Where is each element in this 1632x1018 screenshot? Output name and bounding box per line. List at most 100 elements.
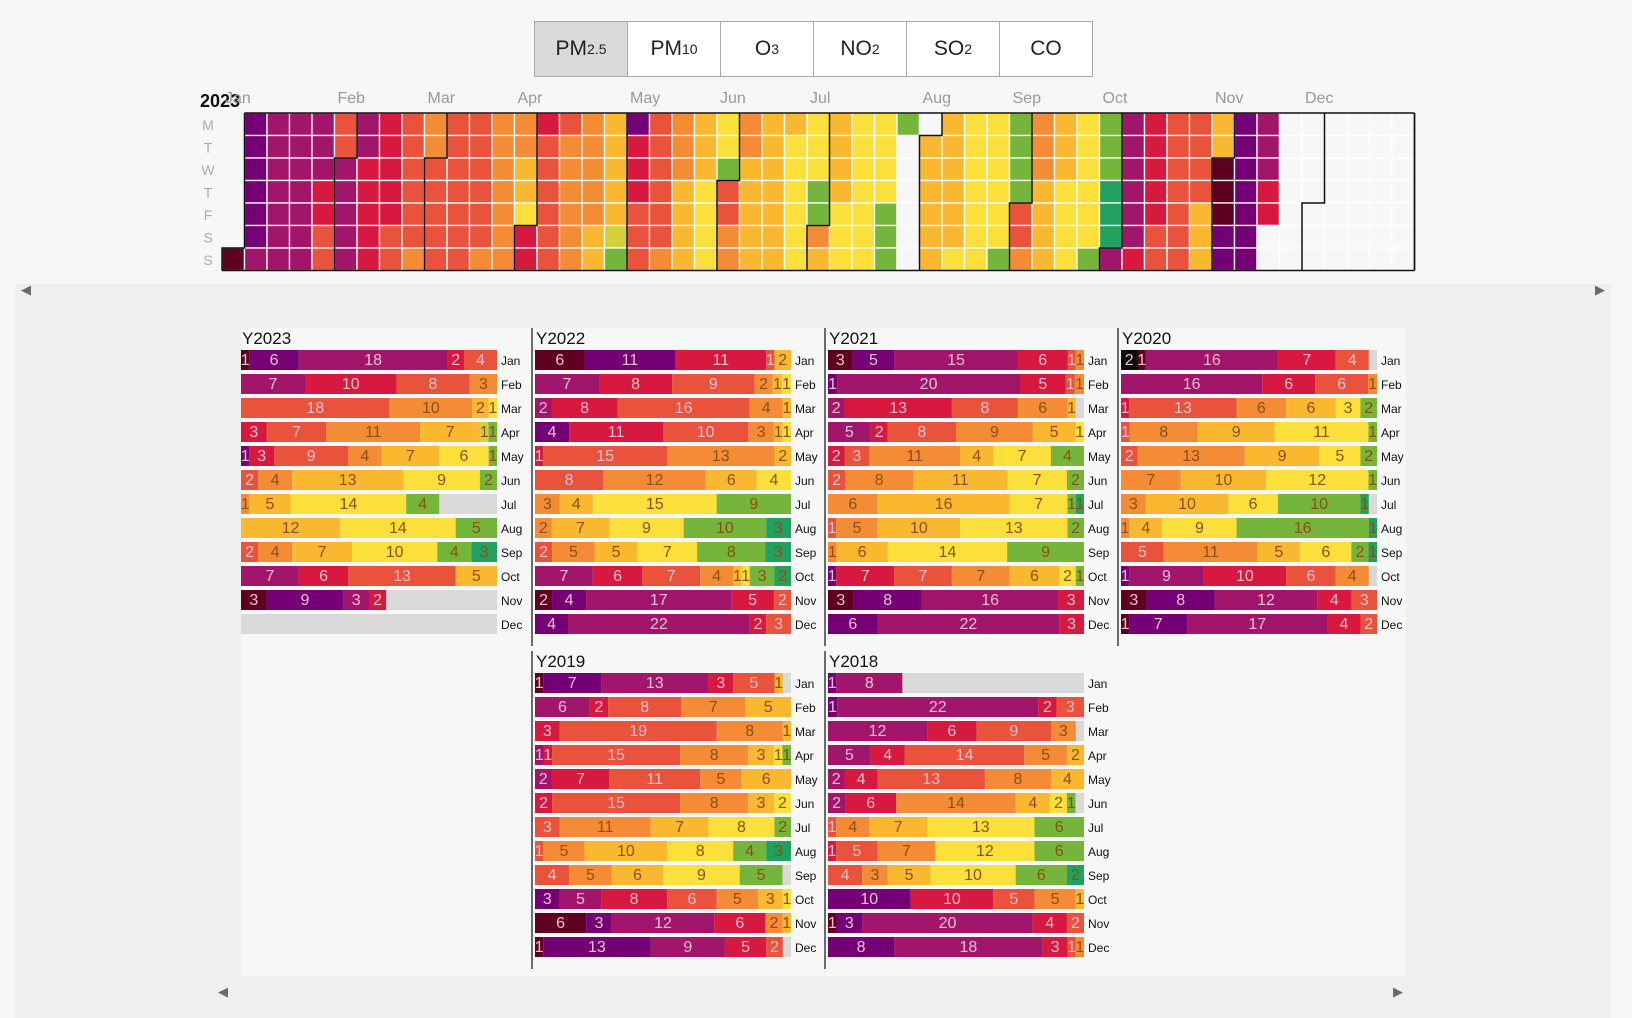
calendar-day-cell[interactable]	[1121, 157, 1146, 182]
calendar-day-cell[interactable]	[806, 224, 831, 249]
calendar-day-cell[interactable]	[513, 179, 538, 204]
calendar-day-cell[interactable]	[1391, 157, 1416, 182]
calendar-day-cell[interactable]	[851, 202, 876, 227]
calendar-day-cell[interactable]	[1031, 224, 1056, 249]
calendar-day-cell[interactable]	[356, 112, 381, 137]
calendar-day-cell[interactable]	[1166, 224, 1191, 249]
calendar-day-cell[interactable]	[806, 134, 831, 159]
calendar-day-cell[interactable]	[1166, 112, 1191, 137]
calendar-day-cell[interactable]	[1211, 134, 1236, 159]
calendar-day-cell[interactable]	[288, 202, 313, 227]
calendar-day-cell[interactable]	[1053, 202, 1078, 227]
calendar-day-cell[interactable]	[536, 157, 561, 182]
calendar-day-cell[interactable]	[1391, 134, 1416, 159]
calendar-day-cell[interactable]	[1143, 134, 1168, 159]
calendar-day-cell[interactable]	[1121, 247, 1146, 272]
calendar-day-cell[interactable]	[1008, 112, 1033, 137]
calendar-day-cell[interactable]	[378, 112, 403, 137]
calendar-day-cell[interactable]	[558, 134, 583, 159]
calendar-day-cell[interactable]	[941, 179, 966, 204]
calendar-day-cell[interactable]	[671, 157, 696, 182]
calendar-day-cell[interactable]	[648, 157, 673, 182]
calendar-day-cell[interactable]	[1076, 202, 1101, 227]
calendar-day-cell[interactable]	[941, 157, 966, 182]
calendar-day-cell[interactable]	[266, 179, 291, 204]
calendar-day-cell[interactable]	[311, 247, 336, 272]
calendar-day-cell[interactable]	[806, 157, 831, 182]
calendar-day-cell[interactable]	[941, 134, 966, 159]
calendar-day-cell[interactable]	[1166, 157, 1191, 182]
calendar-day-cell[interactable]	[1098, 179, 1123, 204]
calendar-day-cell[interactable]	[243, 134, 268, 159]
calendar-day-cell[interactable]	[1098, 134, 1123, 159]
calendar-day-cell[interactable]	[828, 157, 853, 182]
calendar-day-cell[interactable]	[423, 247, 448, 272]
calendar-day-cell[interactable]	[716, 179, 741, 204]
calendar-day-cell[interactable]	[513, 134, 538, 159]
calendar-day-cell[interactable]	[536, 112, 561, 137]
calendar-day-cell[interactable]	[1323, 247, 1348, 272]
calendar-day-cell[interactable]	[1233, 179, 1258, 204]
calendar-day-cell[interactable]	[468, 157, 493, 182]
calendar-day-cell[interactable]	[1346, 179, 1371, 204]
calendar-day-cell[interactable]	[401, 134, 426, 159]
calendar-day-cell[interactable]	[648, 224, 673, 249]
calendar-day-cell[interactable]	[1301, 202, 1326, 227]
calendar-day-cell[interactable]	[491, 157, 516, 182]
calendar-day-cell[interactable]	[828, 134, 853, 159]
calendar-day-cell[interactable]	[1278, 179, 1303, 204]
calendar-day-cell[interactable]	[333, 202, 358, 227]
calendar-day-cell[interactable]	[1301, 179, 1326, 204]
calendar-day-cell[interactable]	[1211, 112, 1236, 137]
calendar-day-cell[interactable]	[626, 247, 651, 272]
calendar-day-cell[interactable]	[356, 224, 381, 249]
calendar-day-cell[interactable]	[1053, 157, 1078, 182]
calendar-day-cell[interactable]	[1008, 157, 1033, 182]
calendar-day-cell[interactable]	[783, 247, 808, 272]
calendar-day-cell[interactable]	[873, 112, 898, 137]
calendar-day-cell[interactable]	[1188, 157, 1213, 182]
calendar-day-cell[interactable]	[536, 247, 561, 272]
calendar-day-cell[interactable]	[1368, 179, 1393, 204]
calendar-day-cell[interactable]	[1121, 224, 1146, 249]
calendar-day-cell[interactable]	[1143, 202, 1168, 227]
calendar-day-cell[interactable]	[963, 224, 988, 249]
calendar-day-cell[interactable]	[446, 202, 471, 227]
calendar-day-cell[interactable]	[1323, 157, 1348, 182]
calendar-day-cell[interactable]	[1256, 112, 1281, 137]
calendar-day-cell[interactable]	[311, 202, 336, 227]
calendar-day-cell[interactable]	[513, 157, 538, 182]
calendar-day-cell[interactable]	[648, 134, 673, 159]
calendar-day-cell[interactable]	[603, 157, 628, 182]
calendar-day-cell[interactable]	[558, 202, 583, 227]
calendar-day-cell[interactable]	[491, 247, 516, 272]
calendar-day-cell[interactable]	[918, 112, 943, 137]
calendar-day-cell[interactable]	[716, 134, 741, 159]
calendar-day-cell[interactable]	[648, 202, 673, 227]
calendar-day-cell[interactable]	[1188, 202, 1213, 227]
calendar-day-cell[interactable]	[1098, 112, 1123, 137]
calendar-day-cell[interactable]	[1323, 112, 1348, 137]
calendar-day-cell[interactable]	[986, 247, 1011, 272]
calendar-day-cell[interactable]	[401, 202, 426, 227]
calendar-day-cell[interactable]	[288, 112, 313, 137]
calendar-day-cell[interactable]	[423, 134, 448, 159]
calendar-day-cell[interactable]	[266, 134, 291, 159]
calendar-day-cell[interactable]	[1188, 179, 1213, 204]
calendar-day-cell[interactable]	[243, 179, 268, 204]
calendar-day-cell[interactable]	[491, 202, 516, 227]
calendar-day-cell[interactable]	[1188, 247, 1213, 272]
calendar-day-cell[interactable]	[1121, 112, 1146, 137]
calendar-day-cell[interactable]	[873, 247, 898, 272]
calendar-day-cell[interactable]	[783, 224, 808, 249]
calendar-day-cell[interactable]	[1053, 247, 1078, 272]
calendar-day-cell[interactable]	[783, 112, 808, 137]
calendar-day-cell[interactable]	[1256, 179, 1281, 204]
calendar-day-cell[interactable]	[311, 224, 336, 249]
calendar-day-cell[interactable]	[1098, 157, 1123, 182]
calendar-day-cell[interactable]	[1368, 247, 1393, 272]
calendar-day-cell[interactable]	[333, 247, 358, 272]
calendar-day-cell[interactable]	[1233, 157, 1258, 182]
calendar-day-cell[interactable]	[963, 179, 988, 204]
